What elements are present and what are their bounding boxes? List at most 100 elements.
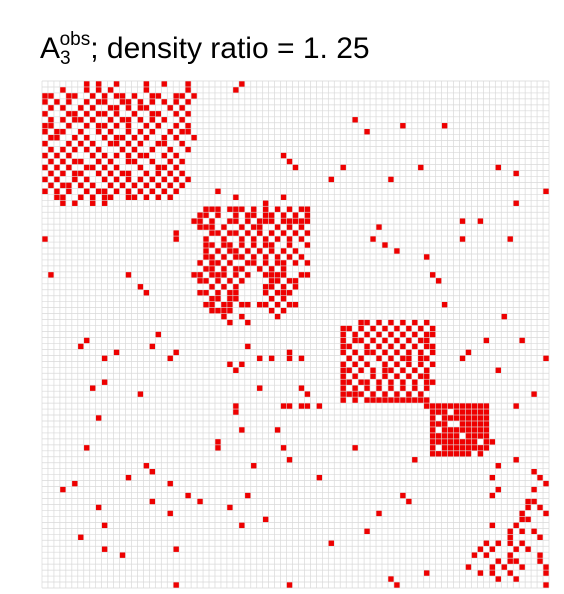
matrix-cell [48, 123, 54, 129]
matrix-cell [394, 325, 400, 332]
matrix-cell [477, 403, 484, 409]
matrix-cell [251, 206, 257, 212]
matrix-cell [382, 367, 388, 373]
matrix-cell [280, 266, 287, 272]
matrix-cell [471, 439, 478, 445]
matrix-cell [286, 218, 293, 224]
matrix-cell [418, 349, 424, 356]
matrix-cell [197, 498, 203, 505]
matrix-cell [173, 152, 179, 159]
matrix-cell [95, 188, 102, 195]
matrix-cell [382, 391, 388, 397]
grid-lines [41, 80, 550, 589]
matrix-cell [119, 99, 126, 105]
matrix-cell [60, 486, 66, 493]
matrix-cell [346, 379, 352, 385]
matrix-cell [513, 546, 519, 552]
matrix-cell [155, 194, 161, 200]
matrix-cell [286, 224, 293, 230]
matrix-cell [394, 361, 400, 367]
matrix-cell [173, 111, 179, 117]
matrix-cell [280, 296, 287, 302]
matrix-cell [274, 254, 281, 260]
matrix-cell [233, 87, 239, 93]
matrix-cell [346, 355, 352, 362]
matrix-cell [340, 343, 346, 350]
matrix-cell [286, 355, 293, 362]
matrix-cell [107, 129, 114, 135]
matrix-cell [203, 290, 209, 296]
matrix-cell [286, 457, 293, 463]
matrix-cell [340, 379, 346, 385]
matrix-cell [48, 182, 54, 189]
matrix-cell [42, 164, 48, 171]
matrix-cell [262, 212, 269, 218]
matrix-cell [268, 248, 275, 254]
matrix-cell [95, 99, 102, 105]
matrix-cell [119, 170, 126, 177]
matrix-cell [465, 451, 472, 457]
matrix-cell [483, 337, 490, 344]
matrix-cell [90, 194, 96, 200]
matrix-cell [453, 451, 460, 457]
matrix-cell [388, 343, 394, 350]
matrix-cell [489, 474, 496, 481]
matrix-cell [209, 266, 215, 272]
matrix-cell [173, 99, 179, 105]
matrix-cell [477, 218, 484, 224]
matrix-cell [364, 379, 370, 385]
matrix-cell [382, 325, 388, 332]
matrix-cell [268, 307, 275, 314]
matrix-cell [42, 129, 48, 135]
title-subscript: 3 [60, 48, 71, 69]
matrix-cell [95, 87, 102, 93]
matrix-cell [364, 129, 370, 135]
matrix-cell [215, 278, 221, 284]
matrix-cell [185, 111, 191, 117]
matrix-cell [72, 176, 78, 183]
matrix-cell [292, 284, 299, 290]
matrix-cell [435, 403, 442, 409]
matrix-cell [304, 260, 311, 266]
matrix-cell [191, 218, 197, 224]
matrix-cell [60, 158, 66, 165]
matrix-cell [430, 427, 436, 433]
matrix-cell [239, 427, 245, 433]
matrix-cell [137, 188, 144, 195]
matrix-cell [262, 254, 269, 260]
matrix-cell [149, 176, 156, 183]
matrix-cell [72, 146, 78, 153]
matrix-cell [227, 230, 233, 236]
matrix-cell [90, 385, 96, 391]
matrix-cell [155, 182, 161, 189]
matrix-cell [48, 134, 54, 141]
matrix-cell [137, 105, 144, 111]
matrix-cell [400, 397, 406, 403]
matrix-cell [233, 194, 239, 200]
matrix-cell [435, 433, 442, 439]
matrix-cell [131, 182, 138, 189]
matrix-cell [465, 415, 472, 421]
matrix-cell [143, 81, 150, 87]
matrix-cell [54, 188, 60, 195]
matrix-cell [167, 194, 173, 200]
matrix-cell [185, 129, 191, 135]
matrix-cell [370, 391, 376, 397]
matrix-cell [125, 99, 132, 105]
matrix-cell [400, 379, 406, 385]
matrix-cell [274, 427, 281, 433]
matrix-cell [489, 492, 496, 499]
matrix-cell [90, 164, 96, 171]
matrix-cell [197, 278, 203, 284]
matrix-cell [149, 111, 156, 117]
matrix-cell [286, 301, 293, 308]
matrix-cell [149, 343, 156, 350]
matrix-cell [257, 218, 263, 224]
matrix-cell [531, 391, 537, 397]
matrix-cell [191, 134, 197, 141]
matrix-cell [346, 343, 352, 350]
matrix-cell [495, 540, 501, 546]
matrix-cell [346, 391, 352, 397]
matrix-cell [477, 415, 484, 421]
matrix-cell [430, 439, 436, 445]
